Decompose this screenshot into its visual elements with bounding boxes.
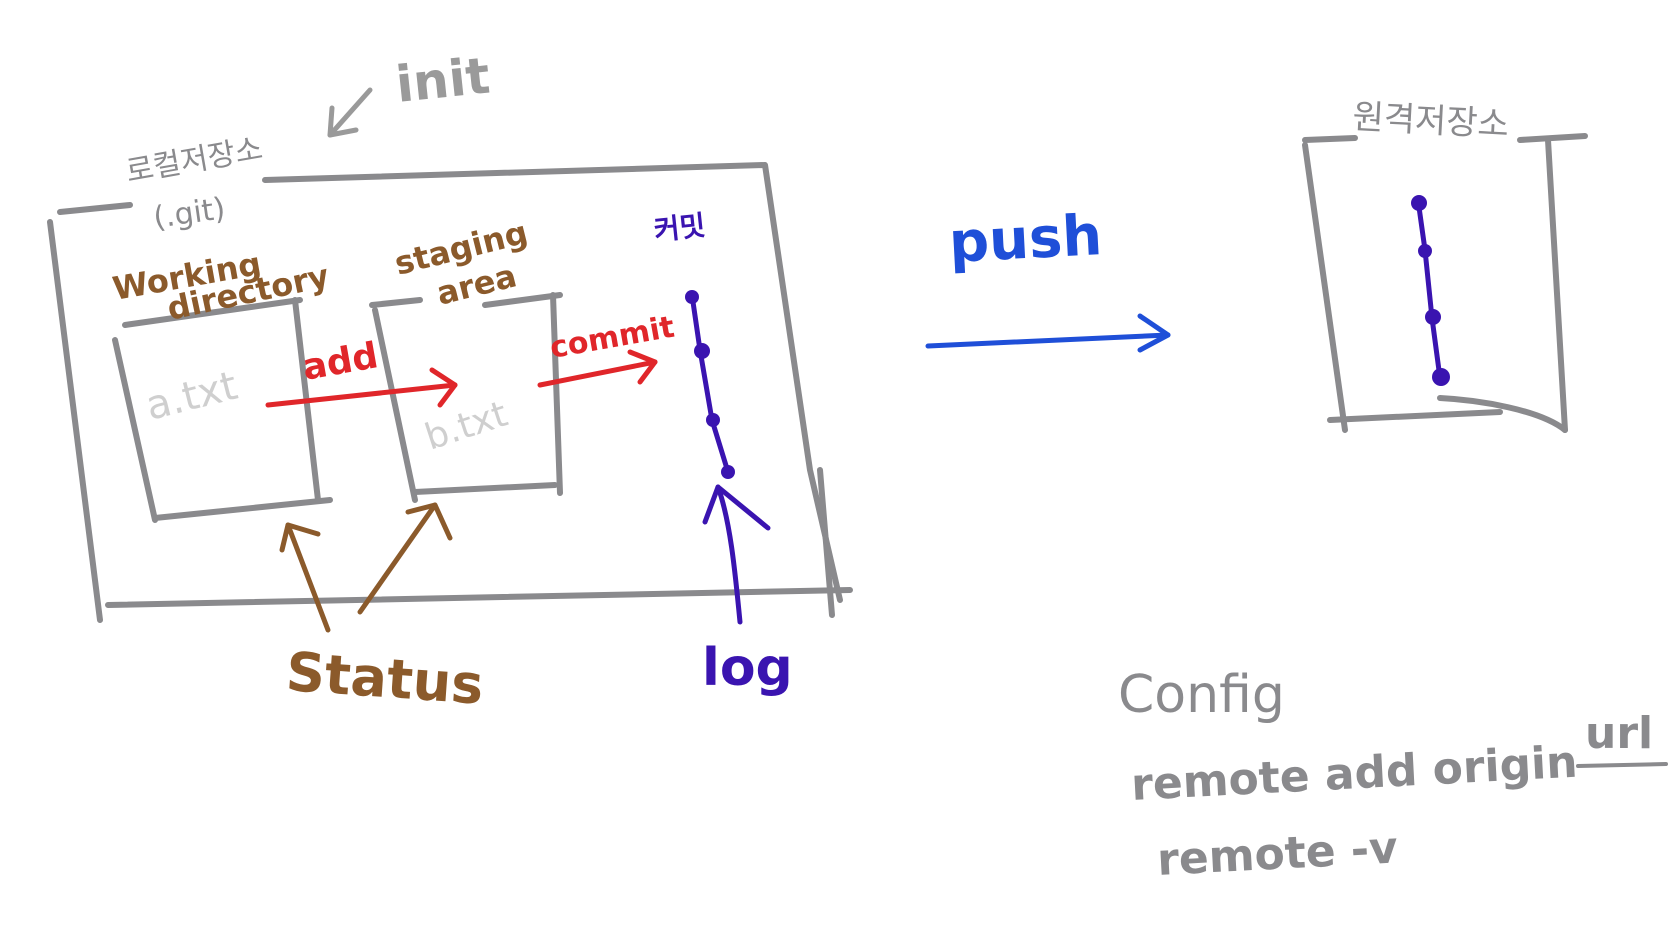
remote-add-url: url bbox=[1585, 708, 1653, 759]
remote-repo-label: 원격저장소 bbox=[1352, 97, 1510, 145]
local-commit-line bbox=[689, 292, 731, 475]
local-repo-git-label: (.git) bbox=[151, 191, 227, 236]
commit-history-label: 커밋 bbox=[652, 209, 707, 247]
local-commit-node bbox=[685, 290, 699, 304]
local-repo-label: 로컬저장소 bbox=[123, 131, 265, 189]
remote-commit-nodes bbox=[1411, 195, 1450, 386]
local-commit-nodes bbox=[685, 290, 735, 479]
commit-arrow bbox=[537, 349, 658, 388]
remote-add-command: remote add origin bbox=[1130, 737, 1579, 811]
remote-commit-node bbox=[1432, 368, 1450, 386]
remote-repo-box bbox=[1302, 133, 1588, 433]
working-directory-box bbox=[112, 297, 333, 523]
local-commit-node bbox=[694, 343, 710, 359]
file-a-label: a.txt bbox=[141, 363, 242, 430]
local-repo-box bbox=[47, 162, 853, 623]
push-label: push bbox=[947, 203, 1103, 276]
status-arrows bbox=[279, 502, 453, 633]
remote-commit-node bbox=[1425, 309, 1441, 325]
remote-commit-node bbox=[1411, 195, 1427, 211]
remote-v-command: remote -v bbox=[1156, 822, 1399, 886]
add-label: add bbox=[299, 335, 381, 389]
add-arrow bbox=[265, 367, 458, 408]
status-label: Status bbox=[284, 640, 485, 717]
log-label: log bbox=[702, 638, 793, 698]
config-label: Config bbox=[1118, 665, 1285, 725]
local-commit-node bbox=[721, 465, 735, 479]
commit-label: commit bbox=[547, 310, 677, 366]
init-arrow bbox=[327, 87, 373, 138]
remote-commit-line bbox=[1415, 197, 1443, 381]
log-arrow bbox=[702, 484, 771, 625]
file-b-label: b.txt bbox=[420, 394, 512, 459]
url-underline bbox=[1576, 762, 1668, 768]
local-commit-node bbox=[706, 413, 720, 427]
staging-area-box bbox=[369, 292, 563, 503]
init-label: init bbox=[393, 46, 492, 113]
remote-commit-node bbox=[1418, 244, 1432, 258]
push-arrow bbox=[925, 313, 1171, 353]
